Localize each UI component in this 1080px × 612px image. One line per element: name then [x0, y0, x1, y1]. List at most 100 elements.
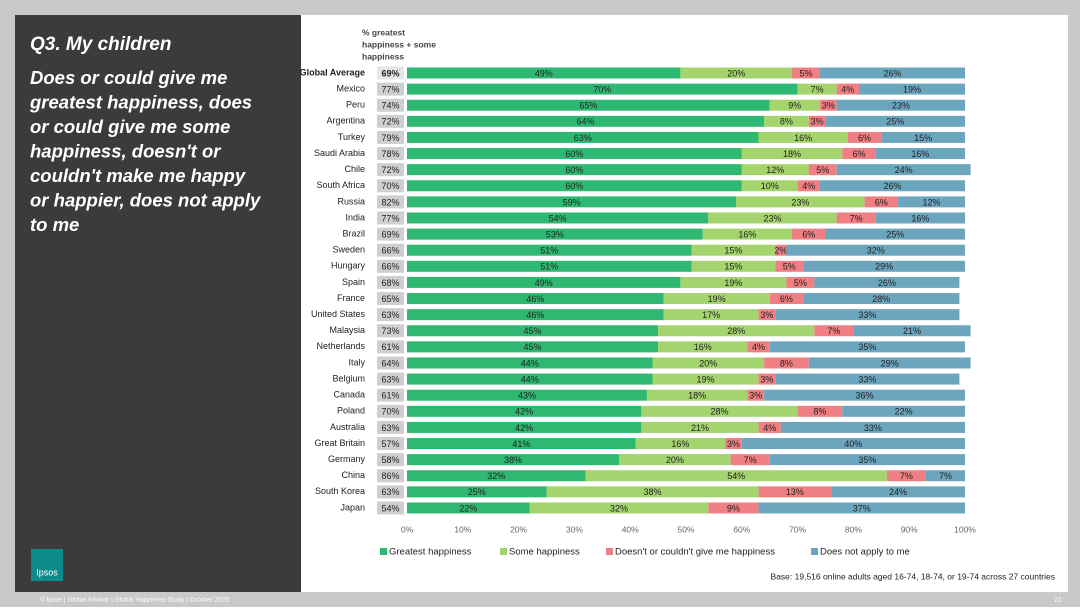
category-label: Netherlands: [316, 341, 365, 351]
bar-segment: [797, 405, 843, 417]
total-box: [377, 388, 404, 402]
category-label: Great Britain: [314, 438, 365, 448]
question-line: couldn't make me happy: [30, 165, 247, 186]
bar-segment: [619, 454, 731, 466]
bar-segment: [407, 148, 742, 160]
value-label: 13%: [786, 487, 804, 497]
x-tick-label: 80%: [845, 524, 862, 534]
bar-segment: [702, 228, 793, 240]
total-box: [377, 372, 404, 386]
value-label: 46%: [526, 294, 544, 304]
value-label: 6%: [858, 133, 871, 143]
value-label: 16%: [911, 213, 929, 223]
value-label: 16%: [671, 439, 689, 449]
bar-segment: [842, 148, 876, 160]
bar-segment: [407, 470, 586, 482]
value-label: 4%: [841, 84, 854, 94]
bar-segment: [819, 99, 837, 111]
value-label: 26%: [878, 278, 896, 288]
total-box: [377, 308, 404, 322]
value-label: 20%: [666, 455, 684, 465]
bar-segment: [847, 131, 882, 143]
bar-segment: [808, 164, 837, 176]
value-label: 21%: [903, 326, 921, 336]
total-label: 69%: [381, 68, 399, 78]
value-label: 70%: [593, 84, 611, 94]
category-label: Global Average: [300, 67, 365, 77]
value-label: 32%: [487, 471, 505, 481]
value-label: 60%: [565, 181, 583, 191]
total-label: 63%: [381, 310, 399, 320]
x-tick-label: 90%: [901, 524, 918, 534]
bar-segment: [808, 357, 971, 369]
bar-segment: [407, 454, 620, 466]
value-label: 46%: [526, 310, 544, 320]
bar-segment: [407, 373, 653, 385]
value-label: 54%: [549, 213, 567, 223]
total-box: [377, 259, 404, 273]
bar-segment: [407, 196, 737, 208]
x-tick-label: 40%: [622, 524, 639, 534]
question-line: greatest happiness, does: [29, 91, 252, 112]
bar-segment: [881, 131, 965, 143]
category-label: South Korea: [315, 486, 365, 496]
value-label: 64%: [577, 117, 595, 127]
value-label: 49%: [535, 278, 553, 288]
bar-segment: [875, 148, 965, 160]
total-box: [377, 404, 404, 418]
value-label: 5%: [783, 262, 796, 272]
footer: © Ipsos | Global Advisor | Global Happin…: [40, 596, 229, 604]
total-box: [377, 195, 404, 209]
value-label: 16%: [738, 229, 756, 239]
bar-segment: [741, 438, 965, 450]
bar-segment: [825, 228, 965, 240]
bar-segment: [814, 325, 854, 337]
value-label: 5%: [799, 68, 812, 78]
value-label: 19%: [903, 84, 921, 94]
value-label: 3%: [760, 374, 773, 384]
bar-segment: [769, 341, 965, 353]
value-label: 3%: [822, 101, 835, 111]
bar-segment: [680, 67, 793, 79]
bar-segment: [853, 325, 971, 337]
bar-segment: [747, 341, 770, 353]
category-label: Russia: [337, 196, 365, 206]
total-label: 57%: [381, 439, 399, 449]
total-box: [377, 66, 404, 80]
value-label: 53%: [546, 229, 564, 239]
value-label: 4%: [752, 342, 765, 352]
value-label: 51%: [540, 262, 558, 272]
category-label: Sweden: [332, 245, 365, 255]
total-box: [377, 243, 404, 257]
total-box: [377, 163, 404, 177]
value-label: 3%: [727, 439, 740, 449]
value-label: 28%: [872, 294, 890, 304]
total-box: [377, 469, 404, 483]
category-label: Belgium: [332, 373, 365, 383]
bar-segment: [836, 99, 965, 111]
bar-segment: [708, 502, 759, 514]
category-label: India: [345, 212, 365, 222]
value-label: 60%: [565, 149, 583, 159]
total-label: 63%: [381, 423, 399, 433]
total-label: 78%: [381, 149, 399, 159]
bar-segment: [407, 99, 770, 111]
category-label: Hungary: [331, 261, 366, 271]
total-label: 74%: [381, 101, 399, 111]
value-label: 33%: [864, 423, 882, 433]
bar-segment: [758, 421, 781, 433]
category-label: United States: [311, 309, 366, 319]
bar-segment: [803, 260, 965, 272]
totals-header: % greatest: [362, 27, 405, 37]
value-label: 12%: [923, 197, 941, 207]
value-label: 20%: [699, 358, 717, 368]
value-label: 36%: [856, 391, 874, 401]
bar-segment: [764, 389, 965, 401]
category-label: Germany: [328, 454, 366, 464]
value-label: 40%: [844, 439, 862, 449]
category-label: Italy: [348, 357, 365, 367]
bar-segment: [758, 131, 848, 143]
total-box: [377, 179, 404, 193]
bar-segment: [641, 405, 798, 417]
